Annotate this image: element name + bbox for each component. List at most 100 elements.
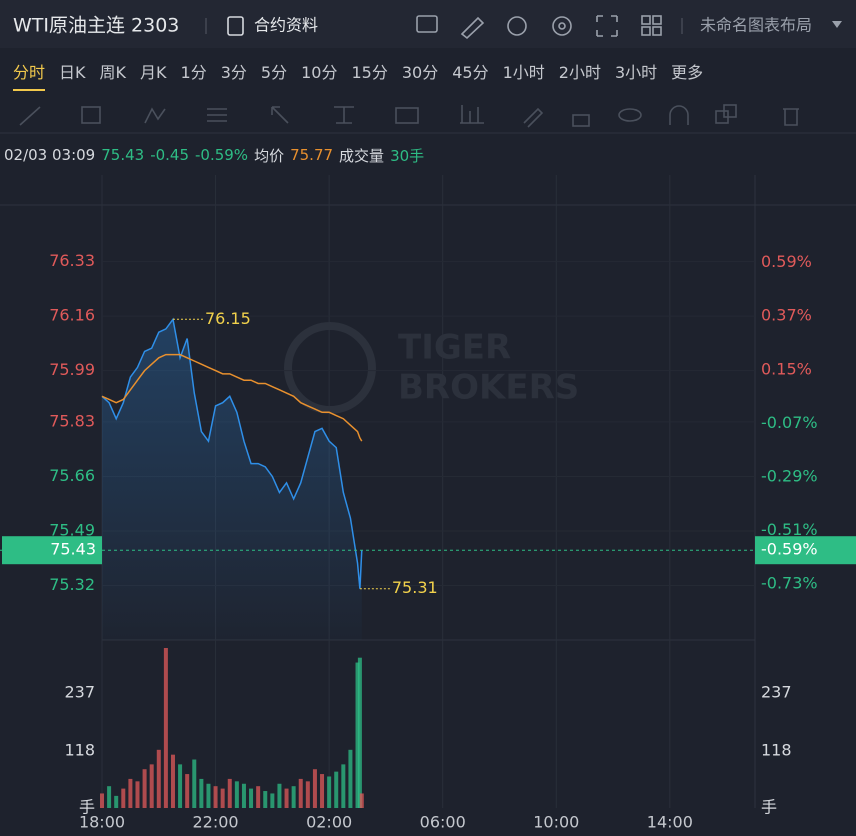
- quote-line: 02/03 03:09 75.43 -0.45 -0.59% 均价 75.77 …: [0, 144, 856, 166]
- title: WTI原油主连 2303: [13, 15, 179, 37]
- period-tab[interactable]: 30分: [401, 63, 439, 82]
- volume-bar: [341, 764, 346, 808]
- volume-bar: [355, 662, 360, 808]
- average-line: [101, 353, 363, 442]
- volume-bar: [149, 764, 154, 808]
- avg-value: 75.77: [290, 146, 334, 164]
- y-tick-label: 75.99: [49, 360, 95, 379]
- y-tick-label: 75.66: [49, 466, 95, 485]
- vol-value: 30手: [390, 146, 425, 165]
- period-tab[interactable]: 15分: [351, 63, 388, 82]
- period-tab[interactable]: 10分: [301, 63, 338, 82]
- period-tab[interactable]: 月K: [140, 63, 167, 82]
- period-tab[interactable]: 3小时: [614, 63, 658, 82]
- volume-tick-label: 237: [64, 683, 95, 702]
- period-tab[interactable]: 45分: [452, 63, 489, 82]
- period-tab[interactable]: 日K: [59, 63, 86, 82]
- header-svg: WTI原油主连 2303 合约资料 未命名图表布局: [13, 15, 842, 40]
- info-icon[interactable]: [227, 16, 244, 36]
- volume-bar: [359, 793, 364, 808]
- y-tick-label: 76.16: [49, 306, 95, 325]
- tool-icons[interactable]: [416, 15, 662, 40]
- period-tabs: 分时 日K 周K 月K 1分 3分 5分 10分 15分 30分 45分 1小时 2小时 3小时 更多: [0, 50, 856, 92]
- volume-bar: [178, 764, 183, 808]
- volume-bar: [107, 786, 112, 808]
- volume-bar: [199, 778, 204, 808]
- y2-tick-label: 0.37%: [761, 306, 812, 325]
- info-link[interactable]: 合约资料: [254, 16, 318, 35]
- volume-bar: [135, 781, 140, 808]
- volume-bar: [256, 786, 261, 808]
- volume-bar: [327, 776, 332, 808]
- y-tick-label: 75.49: [49, 520, 95, 539]
- y2-tick-label: -0.07%: [761, 413, 818, 432]
- volume-bar: [128, 778, 133, 808]
- volume-tick-label: 手: [761, 798, 777, 817]
- last-pct-box: [755, 536, 856, 565]
- last-price-box: [2, 536, 102, 565]
- x-tick-label: 06:00: [420, 813, 466, 832]
- watermark: TIGER: [398, 328, 511, 368]
- volume-bar: [213, 786, 218, 808]
- draw-tools[interactable]: [19, 104, 799, 128]
- last-price-label: 75.43: [50, 540, 96, 559]
- volume-bar: [348, 749, 353, 808]
- period-tab[interactable]: 2小时: [558, 63, 601, 82]
- last-pct-label: -0.59%: [761, 540, 818, 559]
- volume-tick-label: 118: [761, 740, 792, 759]
- volume-bar: [234, 781, 239, 808]
- volume-bar: [192, 759, 197, 808]
- annotation-label: 76.15: [205, 309, 251, 328]
- volume-bar: [241, 783, 246, 808]
- x-tick-label: 22:00: [193, 813, 239, 832]
- y-tick-label: 76.33: [49, 251, 95, 270]
- volume-tick-label: 237: [761, 683, 792, 702]
- volume-bar: [270, 793, 275, 808]
- drawing-toolbar: [0, 104, 856, 134]
- period-tab[interactable]: 分时: [13, 51, 46, 91]
- x-tick-label: 02:00: [306, 813, 352, 832]
- volume-bar: [100, 793, 104, 808]
- volume-bar: [312, 769, 317, 808]
- volume-bar: [263, 791, 268, 808]
- volume-bar: [163, 648, 168, 808]
- period-tab[interactable]: 5分: [260, 63, 288, 82]
- period-tab[interactable]: 更多: [671, 63, 704, 82]
- volume-tick-label: 手: [79, 798, 95, 817]
- y2-tick-label: -0.73%: [761, 574, 818, 593]
- header: WTI原油主连 2303 合约资料 未命名图表布局: [0, 0, 856, 48]
- y-tick-label: 75.32: [49, 575, 95, 594]
- volume-bar: [114, 795, 119, 808]
- y2-tick-label: 0.59%: [761, 252, 812, 271]
- period-tab[interactable]: 3分: [220, 63, 247, 82]
- y-tick-label: 75.83: [49, 411, 95, 430]
- annotation-label: 75.31: [392, 578, 438, 597]
- quote-change: -0.45: [150, 146, 189, 164]
- volume-tick-label: 118: [64, 740, 95, 759]
- volume-bar: [334, 771, 339, 808]
- volume-bar: [357, 657, 362, 808]
- dropdown-arrow[interactable]: [832, 21, 842, 28]
- price-area: [102, 319, 362, 640]
- period-tab[interactable]: 周K: [99, 63, 127, 82]
- layout-name[interactable]: 未命名图表布局: [700, 16, 812, 35]
- volume-bar: [284, 788, 289, 808]
- period-tab[interactable]: 1小时: [502, 63, 545, 82]
- volume-bar: [142, 769, 147, 808]
- x-tick-label: 10:00: [533, 813, 579, 832]
- volume-bar: [291, 786, 296, 808]
- y2-tick-label: -0.51%: [761, 520, 818, 539]
- vol-label: 成交量: [339, 146, 385, 165]
- volume-bar: [305, 781, 310, 808]
- price-line: [101, 317, 363, 589]
- volume-bar: [206, 783, 211, 808]
- volume-bar: [185, 774, 190, 808]
- avg-label: 均价: [254, 146, 285, 165]
- period-tab[interactable]: 1分: [180, 63, 207, 82]
- volume-bar: [156, 749, 161, 808]
- volume-bar: [170, 754, 175, 808]
- volume-bar: [121, 788, 126, 808]
- watermark-logo: [284, 322, 376, 414]
- x-tick-label: 18:00: [79, 813, 125, 832]
